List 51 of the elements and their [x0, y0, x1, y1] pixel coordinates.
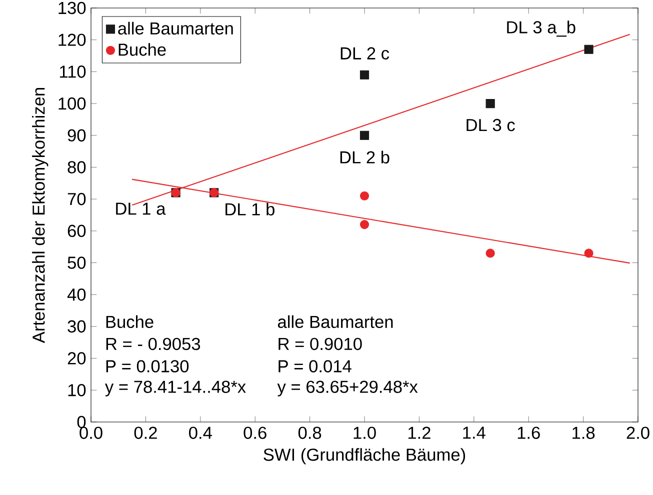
y-tick-label: 110	[60, 66, 86, 78]
annotation: R = - 0.9053	[106, 338, 200, 350]
x-axis-title: SWI (Grundfläche Bäume)	[264, 448, 466, 464]
annotation: Buche	[106, 315, 154, 328]
y-tick-label: 10	[68, 384, 86, 396]
point	[360, 130, 370, 140]
x-tick-label: 1.4	[463, 426, 486, 439]
annotation: DL 2 b	[340, 150, 390, 164]
annotation: P = 0.0130	[106, 360, 189, 372]
annotation: P = 0.014	[278, 360, 352, 372]
point	[360, 191, 370, 200]
annotation: DL 3 c	[466, 118, 515, 132]
point	[584, 248, 594, 258]
x-tick-label: 1.0	[354, 426, 376, 439]
x-tick-label: 1.2	[408, 426, 430, 439]
point	[584, 44, 594, 54]
annotation: DL 1 a	[116, 202, 166, 215]
y-tick-label: 30	[68, 320, 86, 333]
annotation: y = 78.41-14..48*x	[104, 380, 246, 396]
y-tick-label: 50	[68, 256, 86, 269]
x-tick-label: 2.0	[626, 426, 650, 439]
y-tick-label: 0	[77, 416, 86, 428]
annotation: alle Baumarten	[278, 315, 393, 328]
annotation: DL 1 b	[226, 202, 274, 216]
y-tick-label: 40	[67, 288, 86, 301]
x-tick-label: 1.6	[518, 426, 540, 439]
legend-label: Buche	[118, 43, 166, 56]
point	[486, 98, 495, 108]
legend-label: alle Baumarten	[118, 22, 233, 35]
x-tick-label: 0.6	[244, 426, 266, 439]
point	[486, 248, 495, 258]
annotation: DL 2 c	[340, 47, 390, 60]
x-tick-label: 0.0	[80, 426, 102, 439]
y-tick-label: 60	[68, 224, 86, 238]
point	[360, 220, 370, 230]
y-tick-label: 70	[68, 192, 86, 206]
y-axis-title: Artenanzahl der Ektomykorrhizen	[32, 88, 48, 344]
y-tick-label: 120	[58, 34, 86, 46]
annotation: DL 3 a_b	[507, 20, 576, 37]
y-tick-label: 100	[58, 97, 86, 110]
x-tick-label: 0.2	[134, 426, 157, 439]
annotation: R = 0.9010	[278, 338, 362, 350]
x-tick-label: 1.8	[572, 426, 595, 439]
y-tick-label: 130	[58, 2, 86, 14]
x-tick-label: 0.8	[298, 426, 322, 439]
annotation: y = 63.65+29.48*x	[277, 380, 418, 396]
point	[360, 70, 370, 80]
y-tick-label: 80	[68, 161, 86, 174]
x-tick-label: 0.4	[189, 426, 212, 439]
y-tick-label: 20	[68, 352, 86, 364]
y-tick-label: 90	[68, 129, 86, 142]
